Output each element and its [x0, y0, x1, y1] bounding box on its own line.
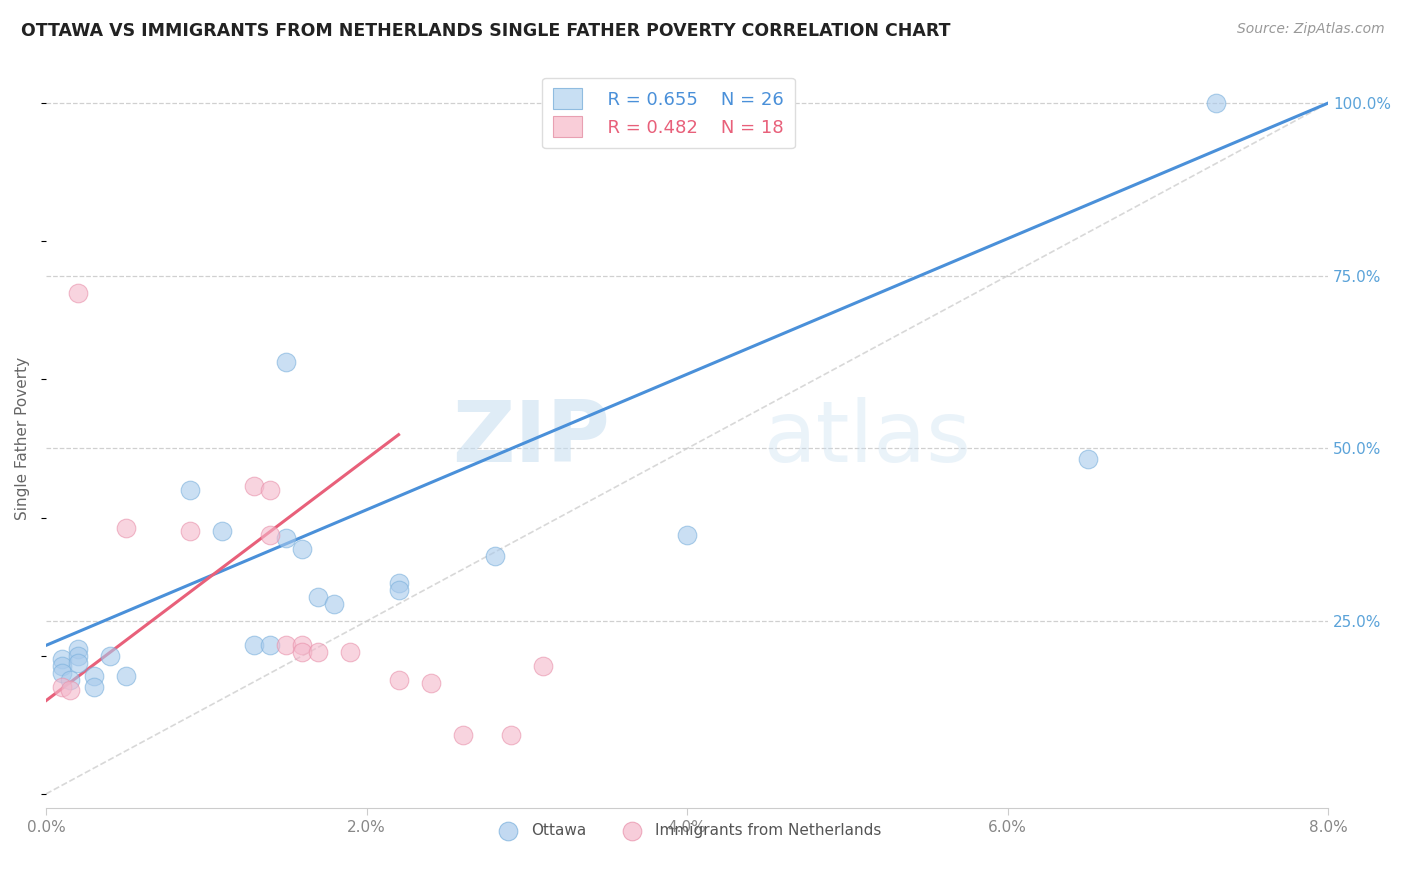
Point — [115, 669, 138, 683]
Point — [66, 656, 89, 670]
Point — [51, 666, 73, 681]
Point — [51, 680, 73, 694]
Point — [307, 645, 329, 659]
Point — [59, 683, 82, 698]
Point — [291, 541, 314, 556]
Legend: Ottawa, Immigrants from Netherlands: Ottawa, Immigrants from Netherlands — [486, 817, 887, 845]
Point — [1077, 451, 1099, 466]
Point — [179, 524, 201, 539]
Y-axis label: Single Father Poverty: Single Father Poverty — [15, 357, 30, 520]
Point — [83, 669, 105, 683]
Point — [451, 728, 474, 742]
Point — [83, 680, 105, 694]
Point — [66, 286, 89, 301]
Text: Source: ZipAtlas.com: Source: ZipAtlas.com — [1237, 22, 1385, 37]
Point — [59, 673, 82, 687]
Point — [291, 639, 314, 653]
Point — [276, 639, 298, 653]
Point — [387, 576, 409, 591]
Point — [307, 590, 329, 604]
Point — [276, 355, 298, 369]
Point — [179, 483, 201, 497]
Text: atlas: atlas — [763, 397, 972, 480]
Text: OTTAWA VS IMMIGRANTS FROM NETHERLANDS SINGLE FATHER POVERTY CORRELATION CHART: OTTAWA VS IMMIGRANTS FROM NETHERLANDS SI… — [21, 22, 950, 40]
Point — [243, 479, 266, 493]
Text: ZIP: ZIP — [453, 397, 610, 480]
Point — [66, 648, 89, 663]
Point — [387, 583, 409, 598]
Point — [66, 641, 89, 656]
Point — [387, 673, 409, 687]
Point — [323, 597, 346, 611]
Point — [1205, 96, 1227, 111]
Point — [51, 659, 73, 673]
Point — [499, 728, 522, 742]
Point — [51, 652, 73, 666]
Point — [115, 521, 138, 535]
Point — [291, 645, 314, 659]
Point — [259, 483, 281, 497]
Point — [419, 676, 441, 690]
Point — [484, 549, 506, 563]
Point — [259, 528, 281, 542]
Point — [339, 645, 361, 659]
Point — [243, 639, 266, 653]
Point — [676, 528, 699, 542]
Point — [531, 659, 554, 673]
Point — [276, 531, 298, 545]
Point — [211, 524, 233, 539]
Point — [259, 639, 281, 653]
Point — [98, 648, 121, 663]
